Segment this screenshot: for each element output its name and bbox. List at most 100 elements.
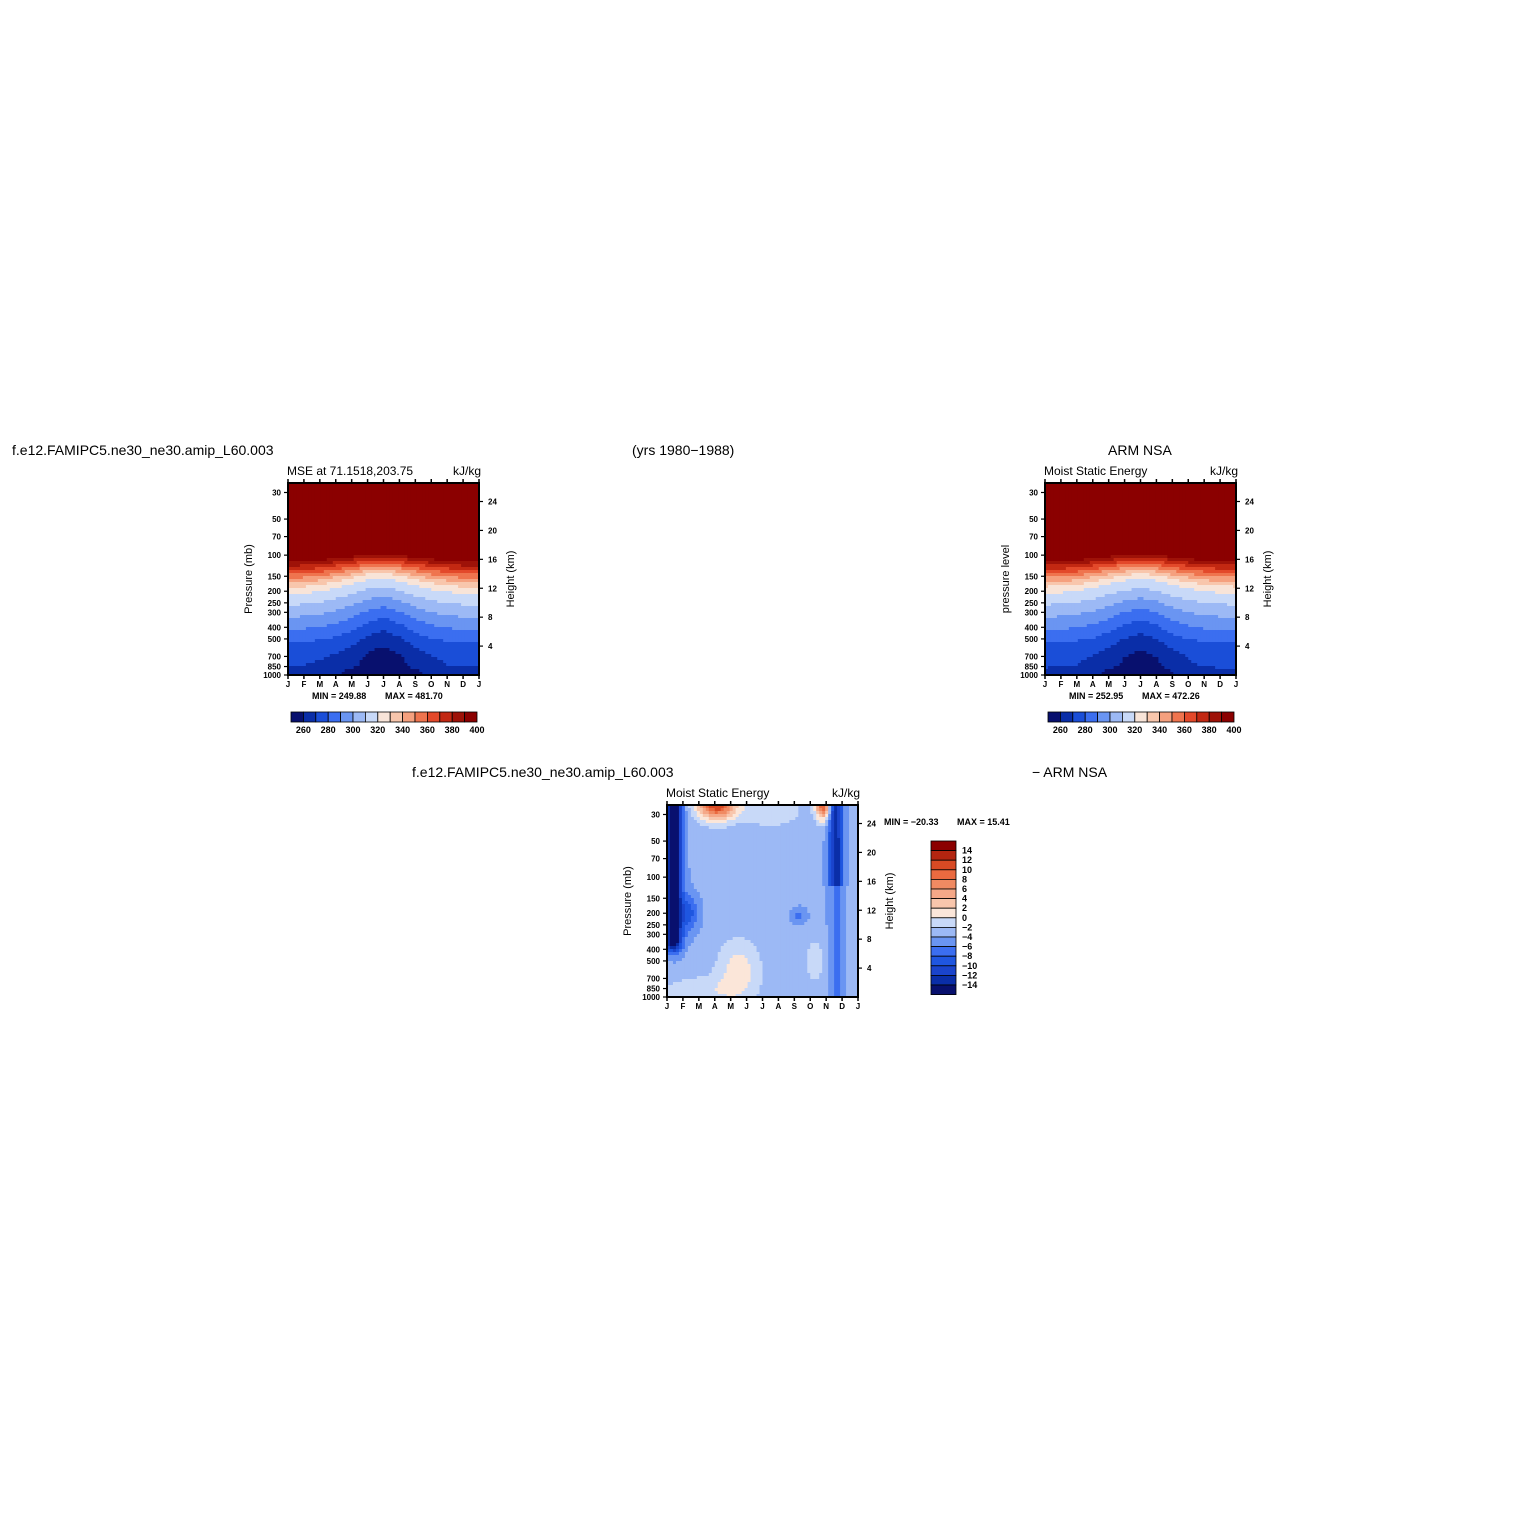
field-cell: [398, 492, 402, 496]
field-cell: [407, 501, 411, 505]
field-cell: [380, 495, 385, 499]
field-cell: [449, 672, 453, 675]
field-cell: [1173, 495, 1177, 499]
field-cell: [341, 546, 346, 550]
field-cell: [290, 627, 295, 631]
field-cell: [362, 651, 367, 655]
field-cell: [1215, 513, 1219, 517]
field-cell: [353, 483, 358, 487]
field-cell: [416, 507, 420, 511]
field-cell: [1200, 510, 1204, 514]
field-cell: [353, 531, 358, 535]
field-cell: [431, 567, 435, 571]
field-cell: [1095, 507, 1100, 511]
field-cell: [350, 525, 355, 529]
field-cell: [422, 654, 426, 658]
field-cell: [308, 594, 313, 598]
field-cell: [443, 654, 447, 658]
field-cell: [398, 576, 402, 580]
field-cell: [293, 618, 298, 622]
field-cell: [473, 591, 477, 595]
field-cell: [449, 522, 453, 526]
field-cell: [434, 510, 438, 514]
field-cell: [353, 663, 358, 667]
field-cell: [1080, 498, 1085, 502]
field-cell: [1092, 516, 1097, 520]
field-cell: [308, 504, 313, 508]
field-cell: [416, 558, 420, 562]
field-cell: [446, 585, 450, 589]
field-cell: [347, 492, 352, 496]
x-tick-label: J: [286, 680, 290, 689]
field-cell: [1083, 498, 1088, 502]
field-cell: [299, 570, 304, 574]
colorbar-swatch: [426, 711, 441, 723]
field-cell: [386, 585, 391, 589]
field-cell: [338, 519, 343, 523]
field-cell: [365, 522, 370, 526]
field-cell: [338, 594, 343, 598]
field-cell: [428, 525, 432, 529]
field-cell: [395, 642, 400, 646]
field-cell: [1167, 510, 1171, 514]
field-cell: [389, 588, 394, 592]
field-cell: [446, 573, 450, 577]
field-cell: [431, 642, 435, 646]
field-cell: [404, 591, 408, 595]
field-cell: [323, 519, 328, 523]
field-cell: [288, 633, 292, 637]
field-cell: [293, 639, 298, 643]
field-cell: [326, 576, 331, 580]
field-cell: [356, 525, 361, 529]
field-cell: [452, 492, 456, 496]
field-cell: [1119, 504, 1124, 508]
field-cell: [311, 642, 316, 646]
field-cell: [419, 522, 423, 526]
field-cell: [311, 654, 316, 658]
field-cell: [332, 657, 337, 661]
field-cell: [1053, 483, 1058, 487]
field-cell: [473, 654, 477, 658]
field-cell: [449, 513, 453, 517]
field-cell: [425, 636, 429, 640]
field-cell: [392, 492, 397, 496]
field-cell: [461, 588, 465, 592]
field-cell: [407, 609, 411, 613]
field-cell: [341, 609, 346, 613]
field-cell: [356, 648, 361, 652]
field-cell: [416, 588, 420, 592]
field-cell: [302, 504, 307, 508]
field-cell: [428, 492, 432, 496]
field-cell: [458, 525, 462, 529]
field-cell: [401, 510, 405, 514]
field-cell: [386, 561, 391, 565]
field-cell: [371, 591, 376, 595]
field-cell: [347, 507, 352, 511]
field-cell: [1155, 495, 1159, 499]
field-cell: [320, 582, 325, 586]
field-cell: [389, 492, 394, 496]
field-cell: [317, 549, 322, 553]
field-cell: [452, 654, 456, 658]
field-cell: [413, 513, 417, 517]
field-cell: [344, 576, 349, 580]
field-cell: [1134, 489, 1139, 493]
field-cell: [407, 630, 411, 634]
field-cell: [425, 501, 429, 505]
field-cell: [455, 507, 459, 511]
field-cell: [1200, 498, 1204, 502]
field-cell: [449, 573, 453, 577]
field-cell: [356, 615, 361, 619]
field-cell: [347, 666, 352, 670]
field-cell: [359, 525, 364, 529]
field-cell: [365, 642, 370, 646]
field-cell: [1203, 507, 1207, 511]
field-cell: [455, 495, 459, 499]
field-cell: [1047, 495, 1052, 499]
field-cell: [338, 489, 343, 493]
field-cell: [416, 642, 420, 646]
field-cell: [428, 513, 432, 517]
field-cell: [326, 639, 331, 643]
field-cell: [356, 492, 361, 496]
field-cell: [419, 615, 423, 619]
